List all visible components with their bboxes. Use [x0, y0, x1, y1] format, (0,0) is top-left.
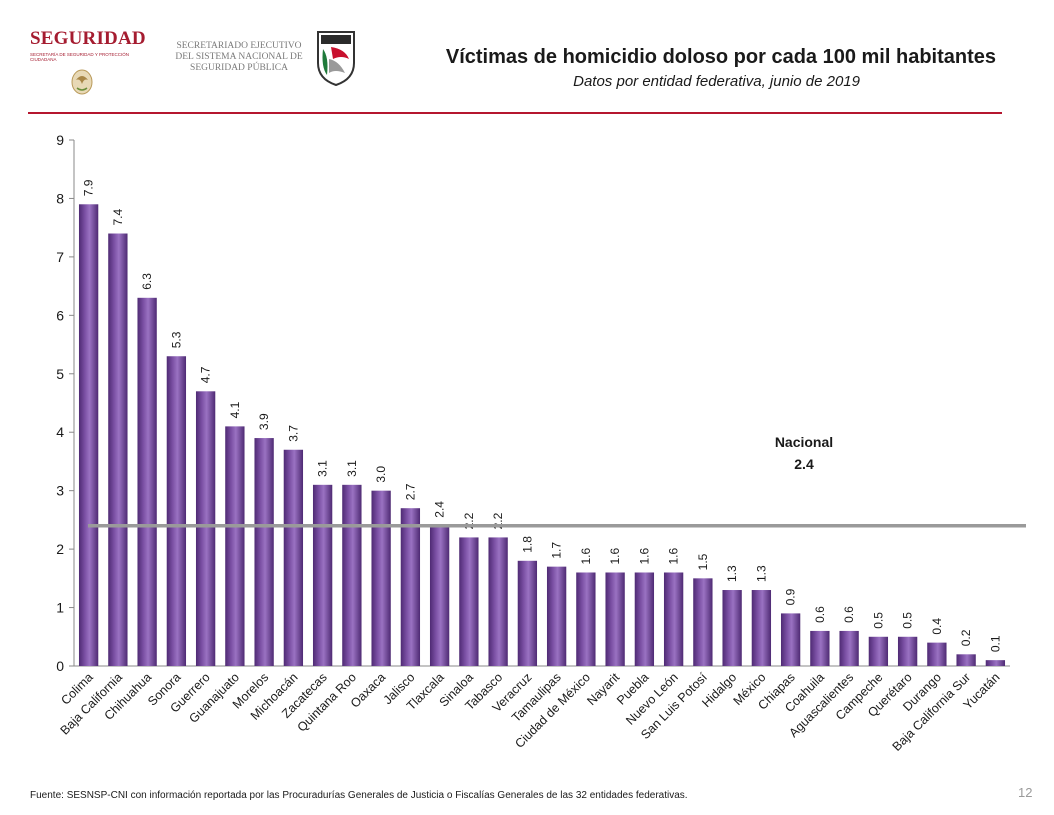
secretariado-logo-text: Secretariado Ejecutivo del Sistema Nacio…	[175, 41, 303, 73]
bar-value-label: 4.1	[228, 401, 242, 418]
bar-value-label: 1.8	[520, 536, 534, 553]
bar	[897, 636, 918, 666]
bar-value-label: 0.4	[930, 618, 944, 635]
y-tick-label: 6	[56, 307, 64, 323]
bar-value-label: 1.6	[637, 547, 651, 564]
bar-value-label: 3.1	[345, 460, 359, 477]
reference-line-group: Nacional 2.4	[88, 434, 1026, 528]
y-tick-label: 5	[56, 366, 64, 382]
bar-chart: 0 1 2 3 4 5 6 7 8 9 7.9 7.4 6.3 5.3 4.7 4.1 3.9 3.7 3.1 3.…	[56, 132, 1026, 754]
bar-value-label: 1.6	[608, 547, 622, 564]
bar	[810, 630, 830, 666]
y-tick-label: 0	[56, 658, 64, 674]
bar	[576, 572, 596, 666]
bar	[985, 660, 1006, 666]
bar	[751, 590, 772, 666]
bar	[137, 297, 157, 666]
bar-value-label: 1.7	[550, 542, 564, 559]
bar	[605, 572, 625, 666]
bar-value-label: 6.3	[140, 273, 154, 290]
bar-value-label: 1.3	[725, 565, 739, 582]
y-tick-label: 7	[56, 249, 64, 265]
seguridad-logo-text: SEGURIDAD	[30, 28, 146, 49]
bar-value-label: 0.9	[784, 588, 798, 605]
bar	[400, 508, 421, 666]
bar	[868, 636, 889, 666]
bar-value-label: 1.5	[696, 553, 710, 570]
bar	[780, 613, 801, 666]
bar	[459, 537, 479, 666]
bar-value-label: 3.1	[316, 460, 330, 477]
y-tick-label: 9	[56, 132, 64, 148]
header-divider	[28, 112, 1002, 114]
bar-value-label: 2.7	[403, 483, 417, 500]
bar	[429, 525, 450, 666]
bar-value-label: 1.6	[579, 547, 593, 564]
national-average-value: 2.4	[794, 456, 814, 472]
slide-header: SEGURIDAD Secretaría de Seguridad y Prot…	[0, 0, 1054, 115]
bar	[195, 391, 216, 666]
chart-title: Víctimas de homicidio doloso por cada 10…	[445, 46, 996, 68]
sesnsp-shield-icon	[317, 31, 355, 87]
bar	[283, 449, 304, 666]
bar	[839, 630, 859, 666]
bar	[108, 233, 128, 666]
national-emblem-icon	[71, 69, 93, 95]
seguridad-logo: SEGURIDAD Secretaría de Seguridad y Prot…	[30, 28, 155, 62]
page-number: 12	[1018, 785, 1033, 800]
bar	[927, 642, 947, 666]
bar	[488, 537, 508, 666]
bar-value-label: 0.5	[871, 612, 885, 629]
bar-value-label: 1.6	[667, 547, 681, 564]
y-tick-label: 1	[56, 600, 64, 616]
bar-value-label: 4.7	[199, 366, 213, 383]
bar-value-label: 0.6	[813, 606, 827, 623]
bars-group: 7.9 7.4 6.3 5.3 4.7 4.1 3.9 3.7 3.1 3.1 3.0 2.7 2.4 2…	[78, 179, 1006, 667]
y-tick-label: 2	[56, 541, 64, 557]
national-average-label: Nacional	[775, 434, 833, 450]
bar	[722, 590, 742, 666]
bar	[546, 566, 567, 666]
bar	[225, 426, 245, 666]
bar-value-label: 0.5	[901, 612, 915, 629]
y-tick-label: 8	[56, 190, 64, 206]
bar-value-label: 7.4	[111, 209, 125, 226]
bar-value-label: 3.7	[286, 425, 300, 442]
bar	[342, 484, 362, 666]
bar	[634, 572, 655, 666]
seguridad-logo-subtext: Secretaría de Seguridad y Protección Ciu…	[30, 52, 130, 62]
bar	[693, 578, 713, 666]
bar-value-label: 3.0	[374, 466, 388, 483]
bar	[312, 484, 333, 666]
y-tick-label: 4	[56, 424, 64, 440]
y-tick-label: 3	[56, 483, 64, 499]
bar-value-label: 7.9	[82, 179, 96, 196]
bar	[78, 204, 99, 667]
bar-value-label: 3.9	[257, 413, 271, 430]
chart-subtitle: Datos por entidad federativa, junio de 2…	[573, 73, 860, 90]
bar-value-label: 0.6	[842, 606, 856, 623]
bar	[166, 356, 187, 666]
bar	[663, 572, 684, 666]
bar-value-label: 0.1	[988, 635, 1002, 652]
bar	[254, 438, 274, 666]
bar-value-label: 0.2	[959, 629, 973, 646]
bar	[956, 654, 976, 666]
source-note: Fuente: SESNSP-CNI con información repor…	[30, 790, 688, 801]
bar-value-label: 5.3	[169, 331, 183, 348]
bar-value-label: 1.3	[754, 565, 768, 582]
bar	[517, 560, 538, 666]
bar	[371, 490, 391, 666]
x-tick-label: Nayarit	[584, 670, 622, 708]
bar-value-label: 2.4	[433, 501, 447, 518]
